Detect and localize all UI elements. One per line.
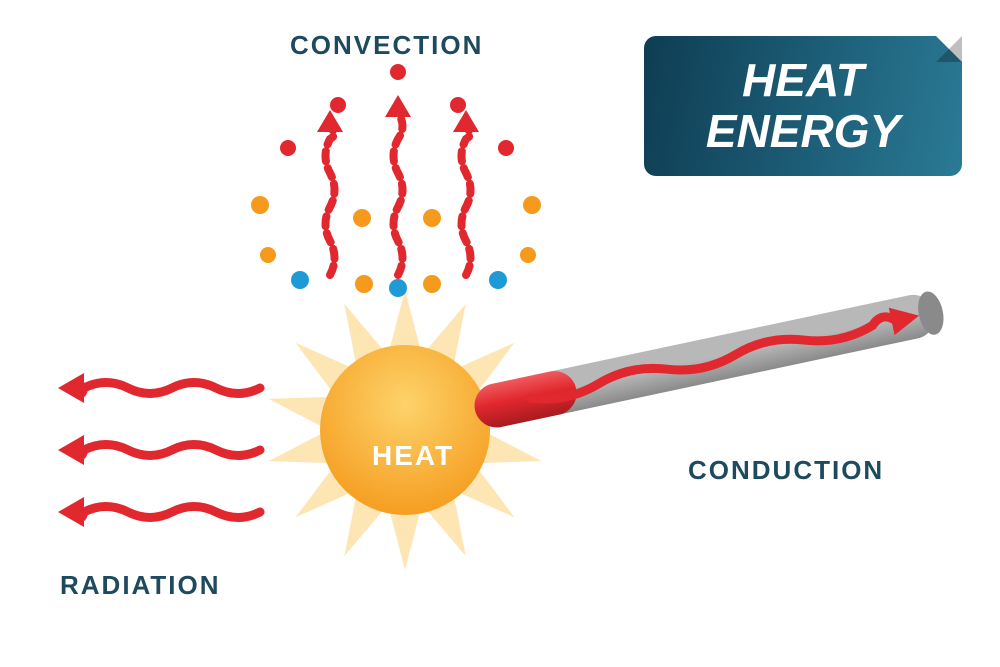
diagram-stage: { "type": "infographic", "canvas": { "wi…: [0, 0, 1000, 667]
convection-group: [0, 0, 1000, 667]
